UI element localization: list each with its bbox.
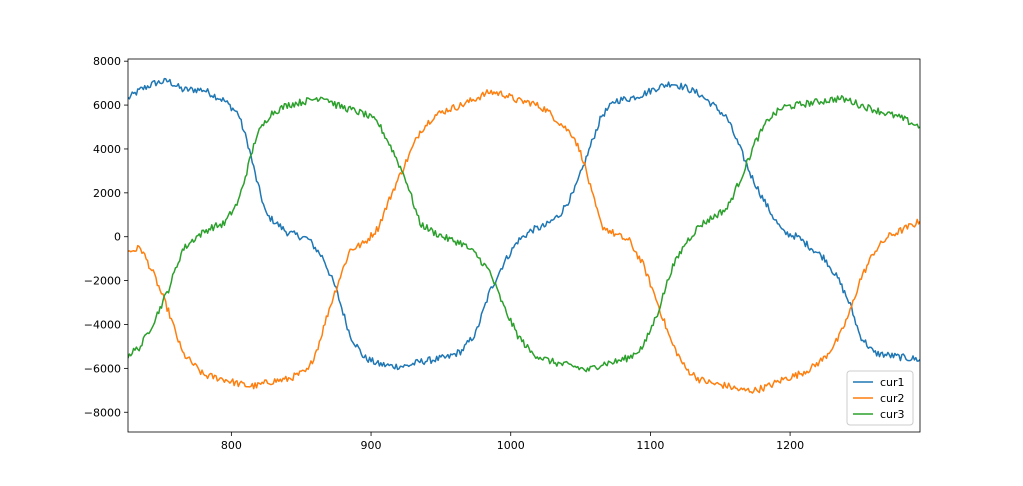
x-tick-label: 900 (361, 439, 382, 452)
y-tick-label: 4000 (93, 143, 121, 156)
y-tick-label: −6000 (84, 362, 121, 375)
y-tick-label: −4000 (84, 318, 121, 331)
y-tick-label: 2000 (93, 187, 121, 200)
series-line-cur2 (128, 89, 920, 394)
y-tick-label: 8000 (93, 55, 121, 68)
y-axis: 8000 6000 4000 2000 0 −2000 −4000 −6000 −8000 (84, 55, 128, 419)
x-tick-label: 800 (221, 439, 242, 452)
legend: cur1 cur2 cur3 (846, 370, 914, 426)
y-tick-label: 6000 (93, 99, 121, 112)
plot-area-frame (127, 58, 921, 433)
legend-label-cur2: cur2 (880, 392, 905, 405)
series-line-cur3 (128, 95, 920, 373)
legend-label-cur3: cur3 (880, 408, 905, 421)
y-tick-label: −2000 (84, 275, 121, 288)
legend-label-cur1: cur1 (880, 376, 905, 389)
legend-box (846, 370, 914, 426)
y-tick-label: 0 (114, 231, 121, 244)
series-layer (128, 77, 920, 394)
x-tick-label: 1100 (636, 439, 664, 452)
y-tick-label: −8000 (84, 406, 121, 419)
series-line-cur1 (128, 77, 920, 371)
x-tick-label: 1200 (776, 439, 804, 452)
x-tick-label: 1000 (497, 439, 525, 452)
x-axis: 800 900 1000 1100 1200 (221, 432, 804, 452)
